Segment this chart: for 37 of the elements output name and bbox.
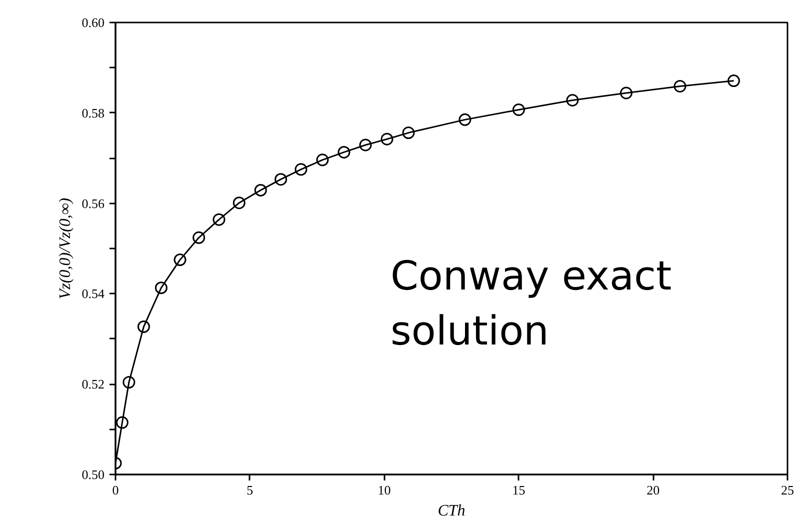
point (212, 213, 226, 226)
point (512, 103, 525, 116)
point (116, 416, 128, 429)
point (359, 138, 372, 152)
point (338, 146, 350, 158)
point (122, 376, 136, 389)
point (620, 86, 632, 100)
y-axis-title: Vz(0,0)/Vz(0,∞) (56, 198, 74, 300)
x-tick-label: 15 (512, 482, 526, 498)
point (154, 282, 168, 294)
point (380, 132, 394, 146)
point (294, 163, 308, 176)
y-tick-label: 0.52 (82, 376, 104, 392)
point (174, 254, 186, 266)
point (192, 231, 206, 244)
y-tick-label: 0.60 (82, 15, 104, 30)
y-tick-label: 0.56 (82, 196, 105, 211)
point (274, 173, 288, 186)
point (727, 74, 740, 88)
point (232, 196, 246, 210)
point (254, 184, 267, 196)
point (402, 126, 415, 140)
point (316, 154, 329, 166)
x-tick-label: 10 (378, 482, 391, 498)
x-tick-label: 0 (112, 482, 119, 498)
y-tick-label: 0.54 (82, 286, 105, 302)
x-axis-title: CTh (438, 502, 466, 520)
point (674, 80, 686, 92)
x-tick-label: 5 (246, 482, 254, 498)
point (566, 94, 579, 106)
x-tick-label: 25 (781, 482, 794, 498)
point (458, 113, 472, 126)
y-tick-label: 0.50 (82, 467, 104, 482)
annotation: Conway exact solution (390, 253, 672, 354)
x-tick-label: 20 (646, 482, 660, 498)
y-tick-label: 0.58 (82, 105, 104, 120)
point (137, 320, 150, 333)
